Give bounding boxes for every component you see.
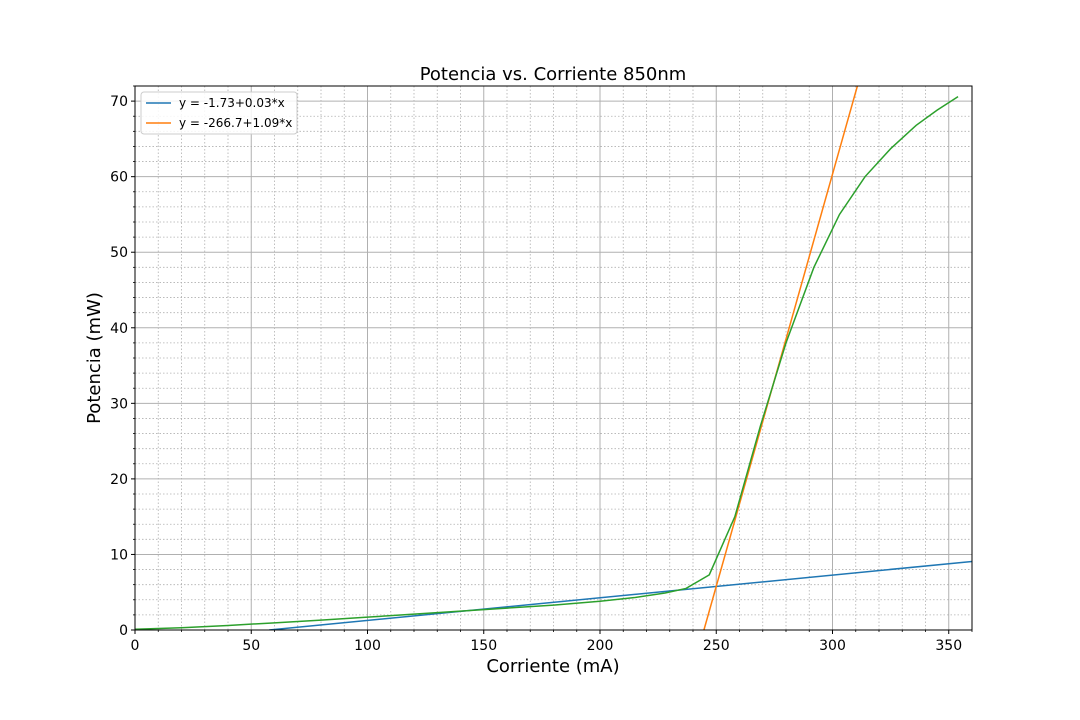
series-layer — [135, 86, 972, 630]
y-tick-label: 50 — [110, 245, 128, 261]
chart-title: Potencia vs. Corriente 850nm — [420, 64, 687, 85]
y-tick-label: 30 — [110, 396, 128, 412]
x-tick-label: 150 — [470, 638, 497, 654]
x-tick-label: 0 — [131, 638, 140, 654]
x-tick-label: 100 — [354, 638, 381, 654]
legend-box — [140, 91, 298, 135]
y-tick-label: 70 — [110, 94, 128, 110]
legend: y = -1.73+0.03*x y = -266.7+1.09*x — [140, 91, 298, 135]
y-tick-label: 40 — [110, 321, 128, 337]
x-tick-label: 300 — [819, 638, 846, 654]
x-tick-label: 50 — [242, 638, 260, 654]
y-tick-label: 0 — [119, 623, 128, 639]
y-tick-label: 10 — [110, 547, 128, 563]
x-tick-label: 200 — [587, 638, 614, 654]
x-axis-label: Corriente (mA) — [486, 656, 619, 677]
y-tick-label: 20 — [110, 472, 128, 488]
x-tick-label: 350 — [935, 638, 962, 654]
series-line-3 — [135, 95, 959, 630]
series-line-1 — [269, 560, 972, 630]
legend-label-2: y = -266.7+1.09*x — [179, 116, 292, 130]
x-tick-label: 250 — [703, 638, 730, 654]
y-axis-label: Potencia (mW) — [84, 292, 105, 424]
legend-label-1: y = -1.73+0.03*x — [179, 96, 285, 110]
y-tick-label: 60 — [110, 170, 128, 186]
ticks: 0 50 100 150 200 250 300 350 0 10 20 30 40 50 60 70 — [110, 85, 973, 654]
